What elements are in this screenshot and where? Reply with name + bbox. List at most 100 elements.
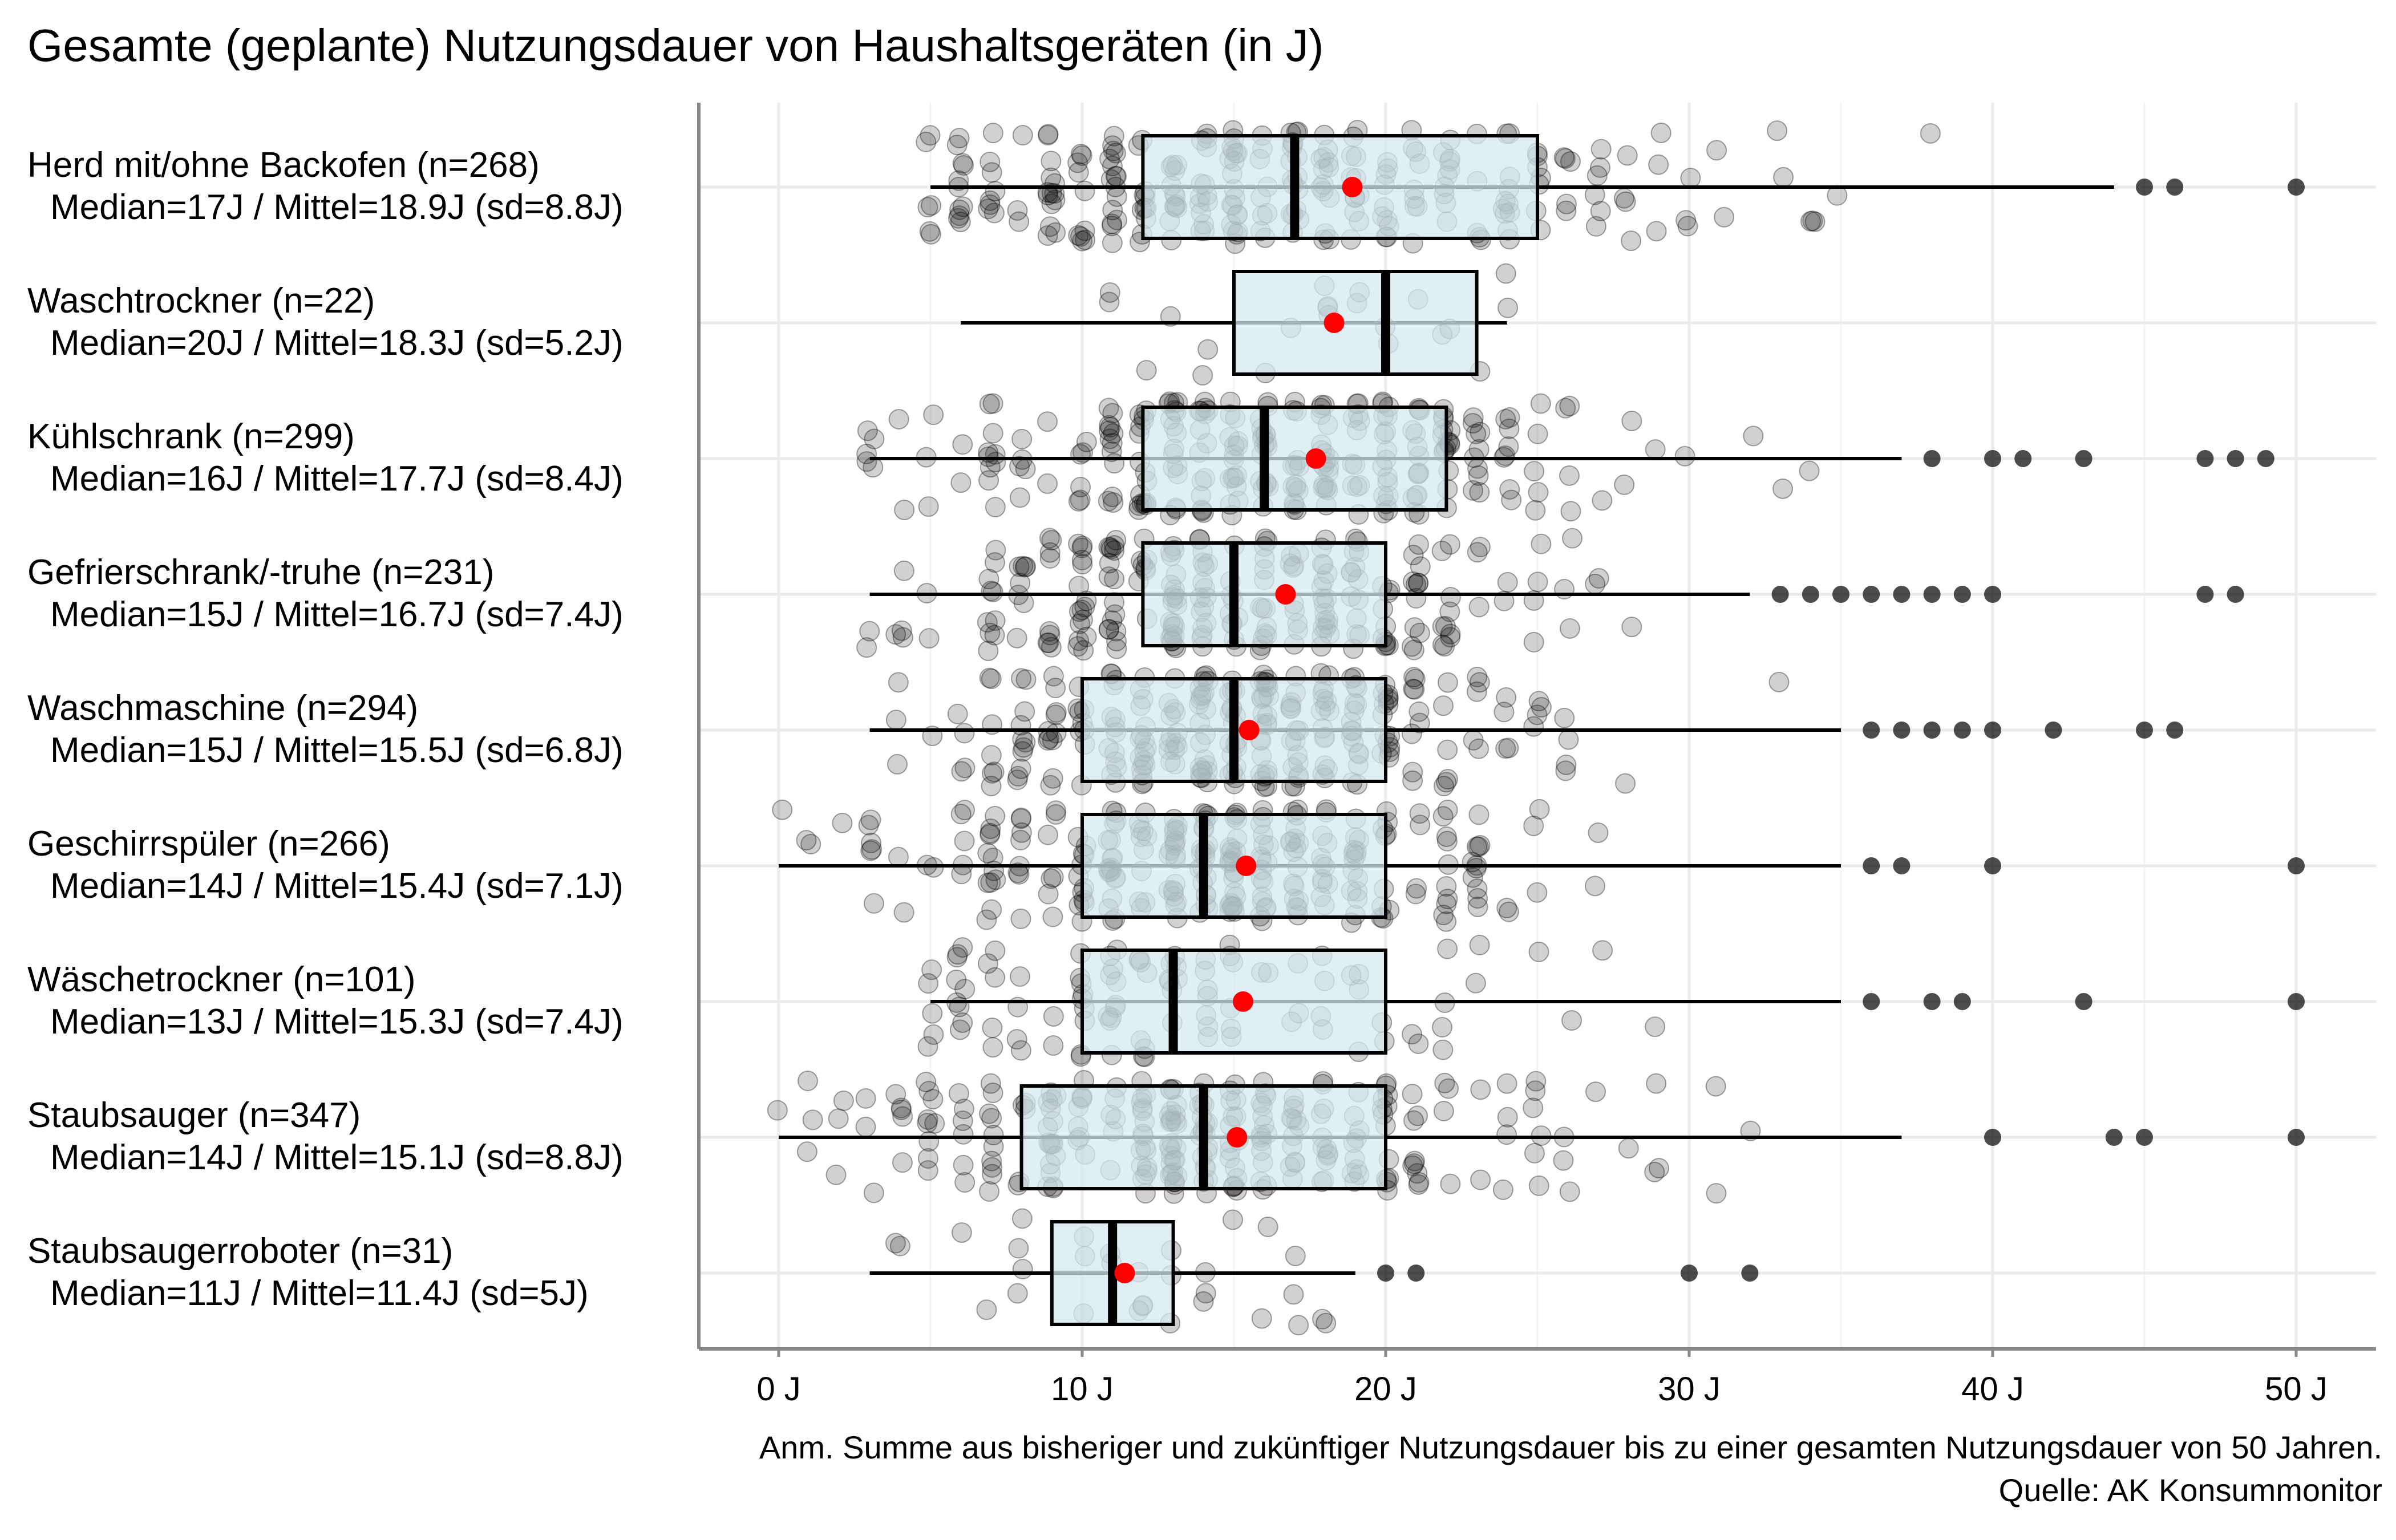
raw-point <box>1650 123 1671 144</box>
raw-point <box>979 667 1000 688</box>
raw-point <box>946 135 968 156</box>
raw-point <box>952 1012 973 1033</box>
raw-point <box>1007 765 1029 787</box>
raw-point <box>1103 140 1124 161</box>
raw-point <box>1621 230 1642 252</box>
outlier-point <box>2288 1129 2305 1146</box>
raw-point <box>1403 667 1424 688</box>
outlier-point <box>1863 993 1880 1010</box>
raw-point <box>1496 1124 1517 1145</box>
raw-point <box>976 1299 997 1320</box>
raw-point <box>923 404 944 425</box>
outlier-point <box>1984 722 2001 739</box>
raw-point <box>1136 360 1157 381</box>
category-label: Herd mit/ohne Backofen (n=268) Median=17J… <box>27 144 624 229</box>
raw-point <box>1498 297 1519 318</box>
outlier-point <box>1863 722 1880 739</box>
raw-point <box>1618 1138 1639 1159</box>
raw-point <box>1675 210 1697 231</box>
raw-point <box>1496 897 1517 918</box>
raw-point <box>1644 1161 1665 1182</box>
raw-point <box>1646 221 1667 242</box>
raw-point <box>950 472 972 493</box>
raw-point <box>1585 1081 1606 1103</box>
raw-point <box>1192 364 1213 386</box>
raw-point <box>1439 601 1460 622</box>
raw-point <box>1197 339 1219 360</box>
raw-point <box>1098 537 1119 558</box>
raw-point <box>796 830 817 851</box>
raw-point <box>1195 1283 1216 1304</box>
raw-point <box>1469 482 1490 503</box>
raw-point <box>980 194 1001 215</box>
raw-point <box>1098 398 1119 419</box>
raw-point <box>982 848 1003 869</box>
raw-point <box>772 799 793 820</box>
raw-point <box>981 776 1002 797</box>
raw-point <box>1525 1071 1547 1092</box>
raw-point <box>982 581 1003 602</box>
raw-point <box>1257 1216 1278 1237</box>
raw-point <box>1440 627 1461 648</box>
raw-point <box>1555 398 1576 419</box>
raw-point <box>1408 1174 1429 1195</box>
outlier-point <box>1771 586 1789 603</box>
raw-point <box>980 824 1001 845</box>
raw-point <box>984 202 1005 224</box>
raw-point <box>1404 1150 1425 1172</box>
raw-point <box>982 1018 1003 1039</box>
raw-point <box>1409 712 1430 733</box>
raw-point <box>954 830 975 852</box>
raw-point <box>951 761 972 782</box>
raw-point <box>979 394 1000 415</box>
raw-point <box>860 840 881 861</box>
raw-point <box>1495 445 1516 466</box>
raw-point <box>857 420 878 441</box>
raw-point <box>1041 151 1062 172</box>
raw-point <box>1586 165 1608 186</box>
raw-point <box>1074 180 1095 201</box>
raw-point <box>1040 775 1061 796</box>
raw-point <box>1499 418 1520 439</box>
raw-point <box>951 1222 972 1243</box>
outlier-point <box>2105 1129 2123 1146</box>
raw-point <box>1072 536 1093 557</box>
raw-point <box>1071 599 1092 621</box>
raw-point <box>1010 715 1031 736</box>
raw-point <box>1432 1016 1453 1038</box>
category-name: Waschtrockner (n=22) <box>27 281 375 321</box>
raw-point <box>1038 884 1059 905</box>
mean-point <box>1324 313 1345 333</box>
raw-point <box>833 1090 854 1111</box>
box-iqr <box>1141 541 1388 647</box>
raw-point <box>917 1160 938 1181</box>
raw-point <box>1588 822 1609 843</box>
raw-point <box>952 1110 973 1131</box>
raw-point <box>1436 826 1457 848</box>
raw-point <box>1584 184 1605 205</box>
raw-point <box>802 1109 823 1130</box>
raw-point <box>1432 616 1453 637</box>
raw-point <box>1039 621 1060 642</box>
raw-point <box>1497 1107 1518 1128</box>
raw-point <box>1041 530 1062 551</box>
box-iqr <box>1141 406 1448 512</box>
raw-point <box>1432 695 1454 716</box>
raw-point <box>861 839 883 860</box>
raw-point <box>1009 966 1030 987</box>
raw-point <box>1590 139 1612 160</box>
raw-point <box>981 1157 1002 1178</box>
raw-point <box>1072 609 1093 630</box>
raw-point <box>1045 800 1066 821</box>
raw-point <box>1011 807 1032 828</box>
raw-point <box>948 208 969 229</box>
raw-point <box>796 1141 817 1162</box>
raw-point <box>1068 162 1089 183</box>
raw-point <box>1614 474 1635 495</box>
raw-point <box>1102 433 1123 454</box>
raw-point <box>1462 867 1483 888</box>
category-stats: Median=11J / Mittel=11.4J (sd=5J) <box>50 1274 589 1314</box>
raw-point <box>947 944 968 965</box>
raw-point <box>1802 210 1823 232</box>
raw-point <box>1098 619 1119 640</box>
